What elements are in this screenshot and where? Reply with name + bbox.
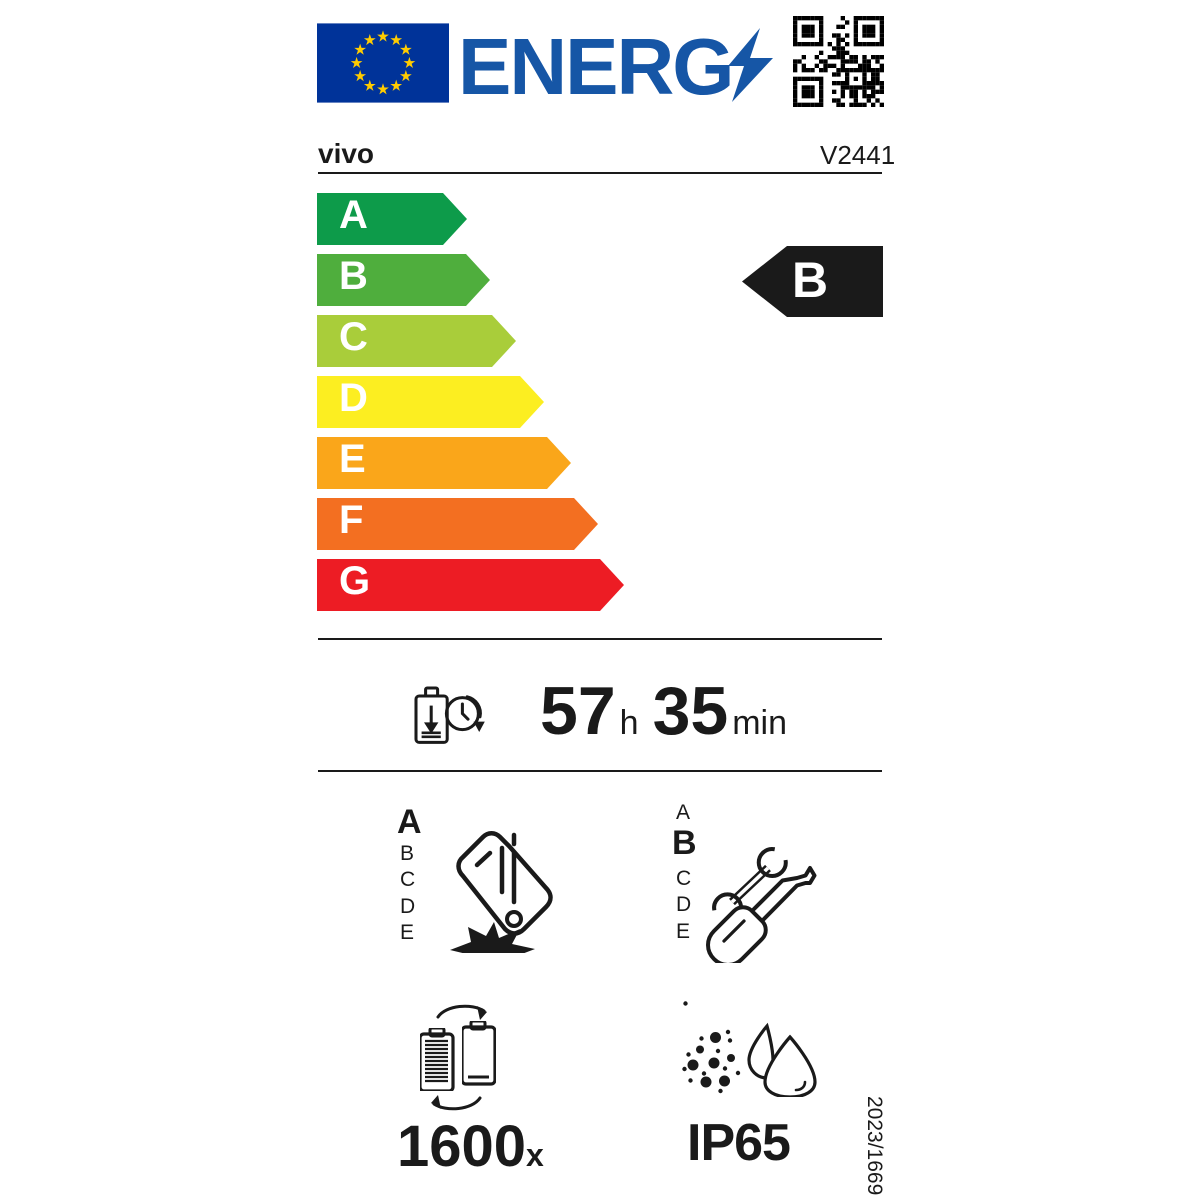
svg-text:B: B [792,252,828,308]
svg-text:G: G [339,559,370,603]
svg-text:A: A [339,193,368,237]
svg-text:E: E [339,437,366,481]
svg-text:D: D [339,376,368,420]
svg-text:F: F [339,498,363,542]
svg-text:B: B [339,254,368,298]
svg-text:C: C [339,315,368,359]
svg-text:ENERG: ENERG [460,26,733,111]
